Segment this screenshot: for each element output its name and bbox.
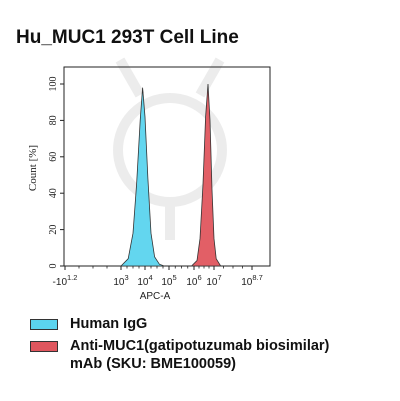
- y-tick-label: 80: [48, 115, 59, 125]
- legend-label-line: mAb (SKU: BME100059): [70, 356, 236, 372]
- x-axis-label: APC-A: [140, 291, 171, 300]
- legend-label-line: Human IgG: [70, 316, 148, 332]
- legend-swatch-human-igg: [30, 319, 58, 330]
- y-axis-label: Count [%]: [27, 145, 39, 191]
- x-tick-label: 104: [137, 273, 152, 288]
- legend-item-human-igg: Human IgG: [30, 315, 147, 333]
- y-tick-label: 100: [48, 77, 59, 92]
- y-tick-label: 20: [48, 225, 59, 235]
- x-tick-label: 108.7: [241, 273, 263, 288]
- legend-label-human-igg: Human IgG: [70, 315, 147, 333]
- legend-item-anti-muc1: Anti-MUC1(gatipotuzumab biosimilar) mAb …: [30, 337, 329, 373]
- y-tick-label: 40: [48, 188, 59, 198]
- y-tick-label: 0: [48, 264, 59, 269]
- x-tick-label: 103: [113, 273, 128, 288]
- legend-label-anti-muc1: Anti-MUC1(gatipotuzumab biosimilar) mAb …: [70, 337, 329, 373]
- chart-title: Hu_MUC1 293T Cell Line: [16, 27, 239, 48]
- legend-label-line: Anti-MUC1(gatipotuzumab biosimilar): [70, 338, 330, 354]
- x-tick-label: -101.2: [53, 273, 78, 288]
- legend-swatch-anti-muc1: [30, 341, 58, 352]
- plot-frame: [63, 66, 271, 267]
- x-tick-label: 107: [206, 273, 221, 288]
- series-0-histogram: [120, 87, 165, 267]
- x-tick-label: 105: [161, 273, 176, 288]
- watermark-logo: [113, 57, 227, 240]
- series-1-histogram: [190, 83, 222, 267]
- x-tick-label: 106: [186, 273, 201, 288]
- y-tick-label: 60: [48, 152, 59, 162]
